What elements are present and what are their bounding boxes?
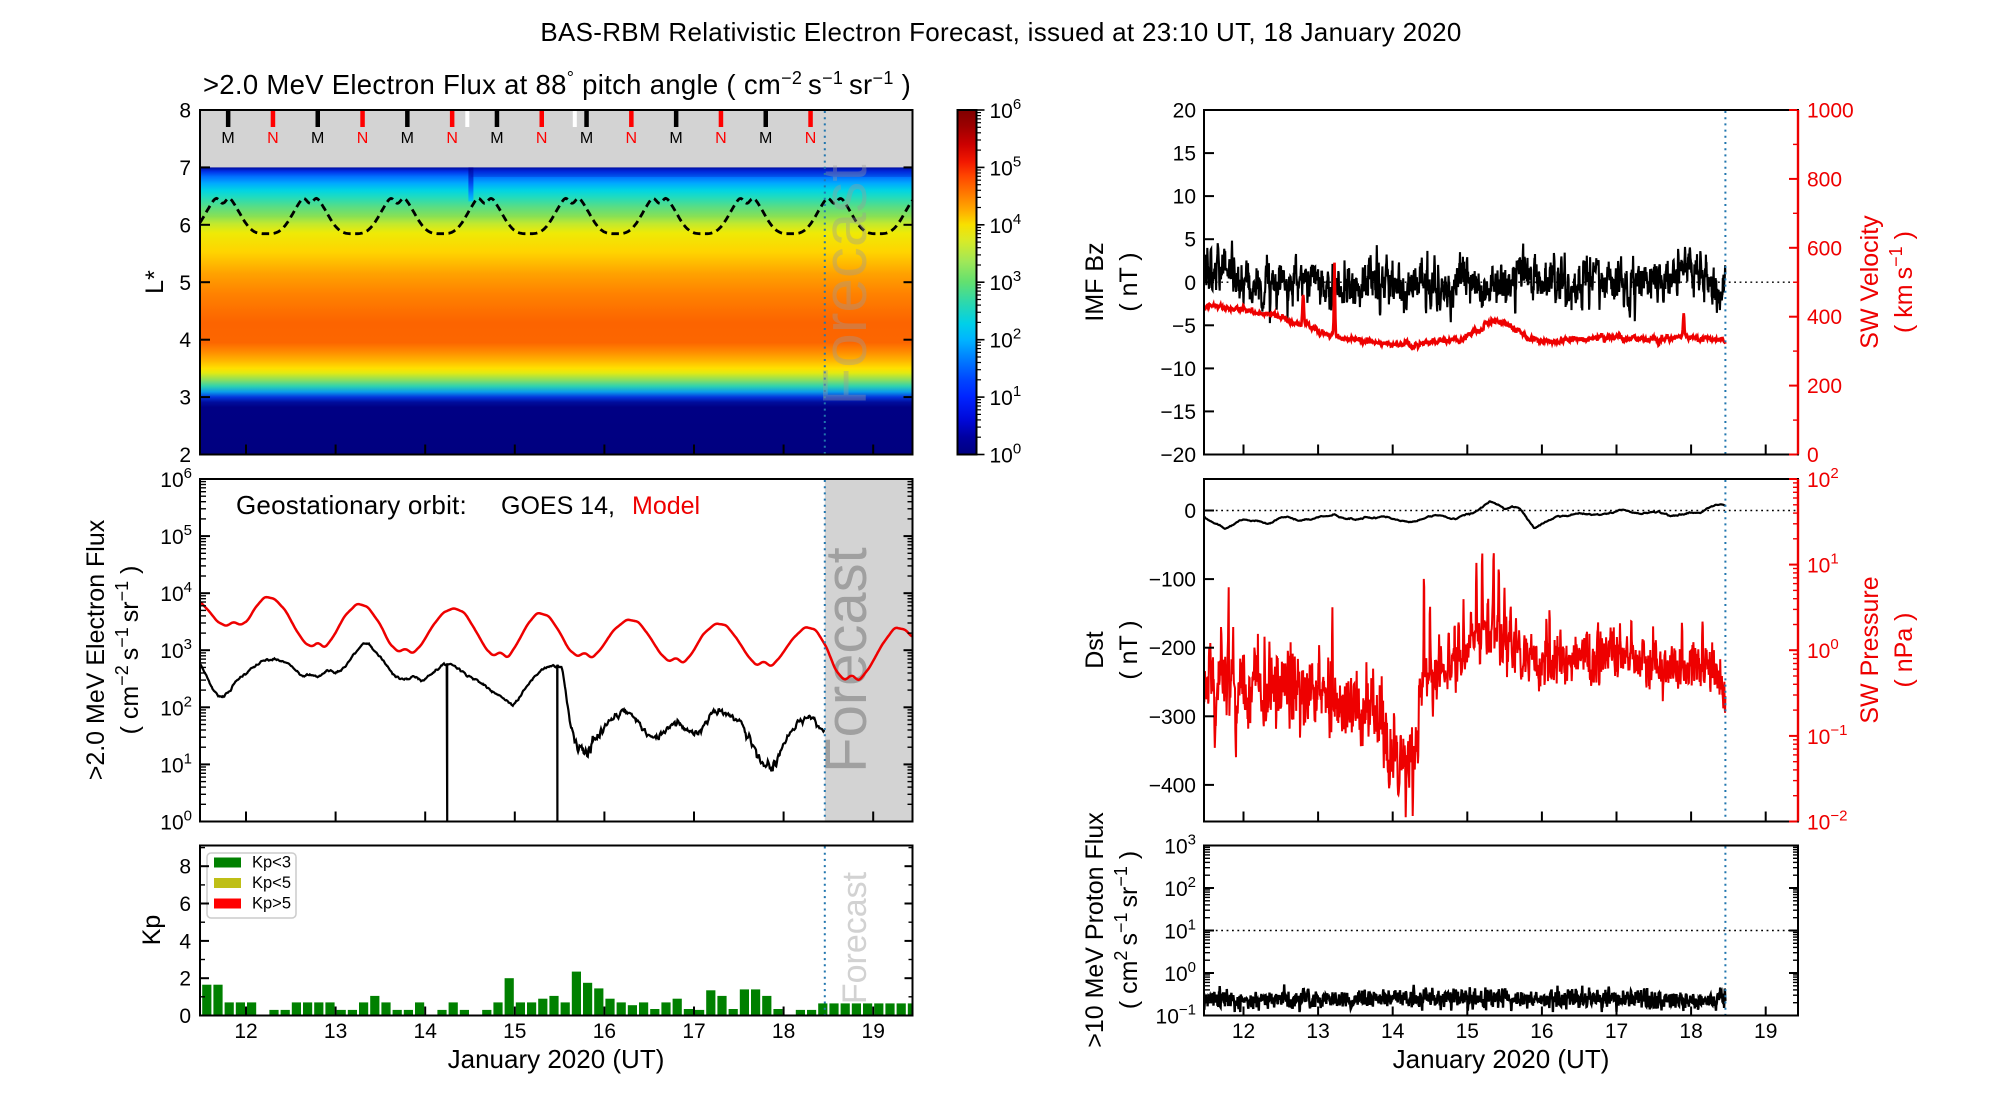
svg-text:400: 400 (1807, 306, 1842, 329)
svg-text:( nPa ): ( nPa ) (1890, 612, 1918, 687)
svg-text:−200: −200 (1149, 637, 1196, 660)
svg-text:January 2020 (UT): January 2020 (UT) (448, 1044, 665, 1074)
svg-text:0: 0 (1184, 272, 1196, 295)
svg-text:13: 13 (324, 1020, 347, 1043)
svg-text:( km s−1 ): ( km s−1 ) (1886, 231, 1918, 333)
svg-text:14: 14 (414, 1020, 438, 1043)
svg-text:( nT ): ( nT ) (1115, 620, 1143, 679)
svg-text:7: 7 (179, 157, 191, 180)
svg-text:20: 20 (1173, 100, 1196, 123)
svg-text:17: 17 (1605, 1020, 1628, 1043)
svg-text:−20: −20 (1160, 444, 1196, 467)
svg-text:102: 102 (990, 326, 1022, 353)
svg-text:0: 0 (1184, 500, 1196, 523)
svg-text:Forecast: Forecast (814, 547, 879, 773)
svg-text:Forecast: Forecast (811, 164, 880, 405)
svg-text:M: M (669, 130, 682, 147)
svg-text:Dst: Dst (1081, 631, 1109, 669)
svg-text:19: 19 (862, 1020, 885, 1043)
svg-text:4: 4 (179, 930, 191, 953)
svg-text:( cm2 s−1 sr−1 ): ( cm2 s−1 sr−1 ) (1111, 851, 1143, 1009)
svg-text:BAS-RBM Relativistic Electron: BAS-RBM Relativistic Electron Forecast, … (540, 17, 1461, 47)
svg-text:Geostationary orbit:: Geostationary orbit: (236, 490, 467, 520)
svg-text:M: M (311, 130, 324, 147)
svg-text:−400: −400 (1149, 774, 1196, 797)
svg-text:Kp: Kp (138, 915, 166, 946)
svg-text:10−1: 10−1 (1156, 1002, 1196, 1029)
svg-text:>10 MeV Proton Flux: >10 MeV Proton Flux (1081, 812, 1109, 1048)
svg-text:>2.0 MeV Electron Flux: >2.0 MeV Electron Flux (82, 519, 110, 780)
svg-text:0: 0 (1807, 444, 1819, 467)
svg-text:2: 2 (179, 444, 191, 467)
svg-text:16: 16 (593, 1020, 616, 1043)
svg-text:N: N (446, 130, 458, 147)
svg-text:6: 6 (179, 214, 191, 237)
svg-text:5: 5 (1184, 229, 1196, 252)
svg-text:SW Pressure: SW Pressure (1856, 576, 1884, 723)
svg-text:16: 16 (1530, 1020, 1553, 1043)
svg-text:3: 3 (179, 387, 191, 410)
svg-text:−5: −5 (1172, 315, 1196, 338)
svg-text:N: N (805, 130, 817, 147)
svg-text:800: 800 (1807, 168, 1842, 191)
svg-text:IMF Bz: IMF Bz (1081, 242, 1109, 321)
svg-text:19: 19 (1754, 1020, 1777, 1043)
svg-text:M: M (580, 130, 593, 147)
svg-text:M: M (401, 130, 414, 147)
svg-text:18: 18 (1679, 1020, 1702, 1043)
svg-text:2: 2 (179, 968, 191, 991)
svg-text:M: M (490, 130, 503, 147)
svg-text:12: 12 (1232, 1020, 1255, 1043)
svg-text:GOES 14,: GOES 14, (501, 492, 615, 520)
svg-text:N: N (536, 130, 548, 147)
svg-text:1000: 1000 (1807, 100, 1854, 123)
svg-text:L*: L* (141, 270, 169, 294)
svg-text:Forecast: Forecast (836, 871, 874, 1004)
svg-text:15: 15 (503, 1020, 526, 1043)
svg-text:5: 5 (179, 272, 191, 295)
svg-text:17: 17 (682, 1020, 705, 1043)
svg-text:January 2020 (UT): January 2020 (UT) (1393, 1044, 1610, 1074)
svg-text:Model: Model (632, 492, 700, 520)
svg-text:14: 14 (1381, 1020, 1405, 1043)
svg-text:−300: −300 (1149, 706, 1196, 729)
svg-text:SW Velocity: SW Velocity (1856, 215, 1884, 349)
svg-text:8: 8 (179, 856, 191, 879)
svg-text:18: 18 (772, 1020, 795, 1043)
svg-text:M: M (759, 130, 772, 147)
svg-text:101: 101 (160, 750, 192, 777)
svg-text:15: 15 (1173, 143, 1196, 166)
svg-text:N: N (626, 130, 638, 147)
svg-text:12: 12 (234, 1020, 257, 1043)
svg-text:( nT ): ( nT ) (1115, 252, 1143, 311)
svg-text:Kp<3: Kp<3 (252, 854, 291, 872)
svg-text:Kp<5: Kp<5 (252, 874, 291, 892)
svg-text:10: 10 (1173, 186, 1196, 209)
svg-text:Kp>5: Kp>5 (252, 895, 291, 913)
svg-text:15: 15 (1456, 1020, 1479, 1043)
svg-text:N: N (715, 130, 727, 147)
svg-text:600: 600 (1807, 237, 1842, 260)
svg-text:>2.0 MeV Electron Flux at 88°: >2.0 MeV Electron Flux at 88° pitch angl… (203, 68, 911, 100)
svg-text:0: 0 (179, 1005, 191, 1028)
svg-text:13: 13 (1306, 1020, 1329, 1043)
svg-text:−100: −100 (1149, 569, 1196, 592)
svg-text:N: N (267, 130, 279, 147)
svg-text:M: M (221, 130, 234, 147)
svg-text:4: 4 (179, 329, 191, 352)
svg-text:200: 200 (1807, 375, 1842, 398)
svg-text:−15: −15 (1160, 401, 1196, 424)
svg-text:N: N (357, 130, 369, 147)
svg-text:8: 8 (179, 100, 191, 123)
svg-text:−10: −10 (1160, 358, 1196, 381)
svg-text:6: 6 (179, 893, 191, 916)
